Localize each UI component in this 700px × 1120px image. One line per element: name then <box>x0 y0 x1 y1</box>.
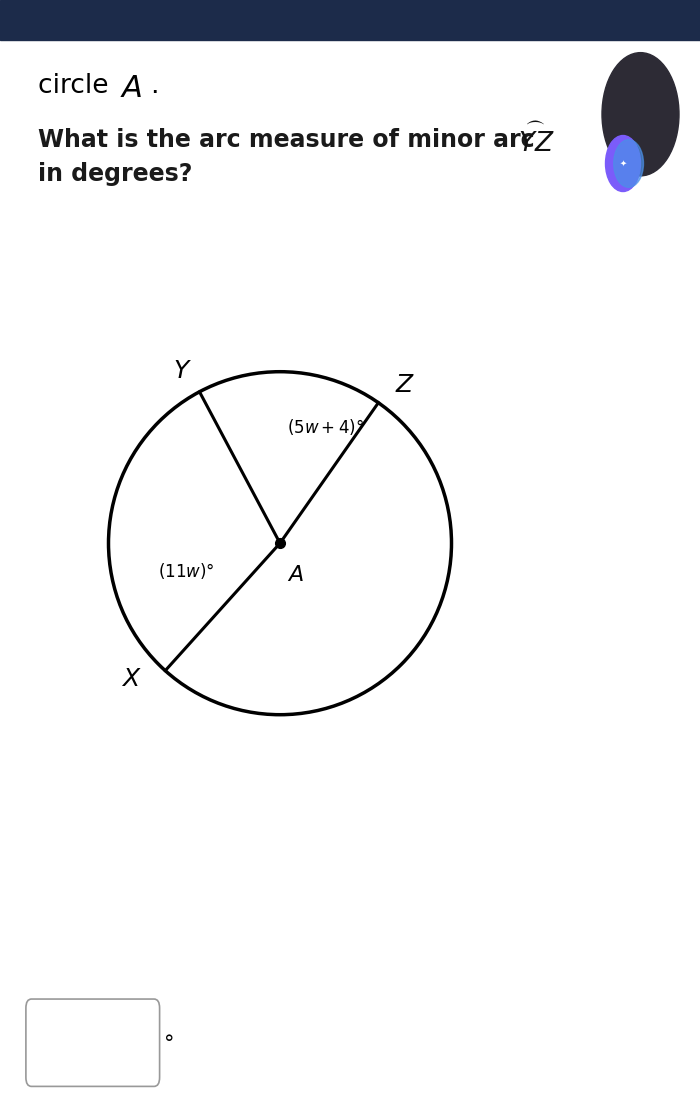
Text: $X$: $X$ <box>121 669 142 691</box>
Circle shape <box>606 136 640 192</box>
Text: $(11w)°$: $(11w)°$ <box>158 561 214 581</box>
Text: $A$: $A$ <box>287 563 304 586</box>
Text: .: . <box>150 73 159 100</box>
Text: °: ° <box>164 1034 175 1054</box>
Circle shape <box>614 140 643 187</box>
Circle shape <box>602 53 679 176</box>
Text: $Y$: $Y$ <box>172 361 191 383</box>
Text: $(5w+4)°$: $(5w+4)°$ <box>287 417 364 437</box>
Text: $\mathit{A}$: $\mathit{A}$ <box>120 73 143 104</box>
Text: $\overset{\frown}{YZ}$: $\overset{\frown}{YZ}$ <box>518 121 554 157</box>
Text: in degrees?: in degrees? <box>38 161 193 186</box>
FancyBboxPatch shape <box>26 999 160 1086</box>
Text: $Z$: $Z$ <box>395 374 415 398</box>
Text: circle: circle <box>38 73 118 100</box>
Text: What is the arc measure of minor arc: What is the arc measure of minor arc <box>38 128 543 152</box>
Text: ✦: ✦ <box>620 159 626 168</box>
Bar <box>0 0 700 40</box>
